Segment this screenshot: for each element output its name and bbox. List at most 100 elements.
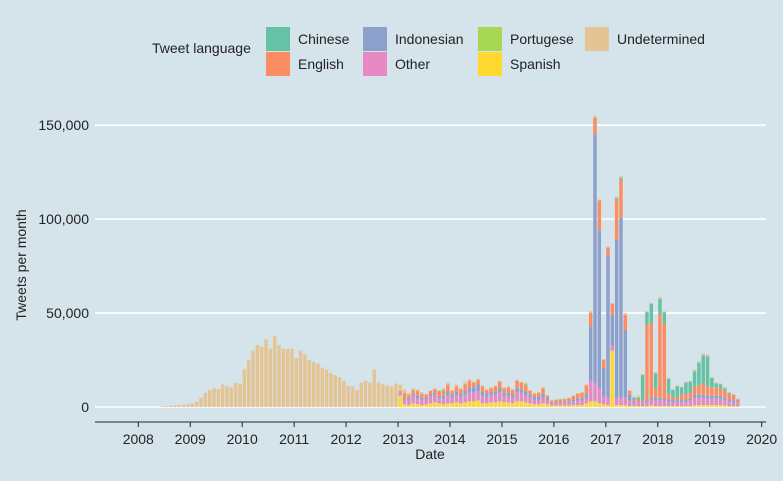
bar-segment-other (506, 395, 511, 403)
bar-segment-undetermined (467, 378, 472, 381)
bar-segment-undetermined (342, 380, 346, 407)
bar-segment-other (684, 401, 688, 407)
bar-segment-indonesian (493, 391, 498, 395)
x-tick-label: 2017 (590, 431, 621, 447)
bar-segment-undetermined (666, 377, 671, 379)
bar-segment-english (692, 386, 697, 395)
bar-segment-spanish (567, 405, 571, 407)
bar-segment-english (454, 386, 459, 392)
x-axis: 2008 2009 2010 2011 2012 2013 2014 2015 2016 2017… (95, 421, 777, 447)
bar-segment-undetermined (372, 369, 376, 407)
bar-segment-undetermined (350, 386, 355, 407)
bar-segment-undetermined (190, 403, 195, 407)
bar-segment-other (701, 397, 705, 406)
bar-segment-spanish (558, 405, 563, 407)
bar-segment-undetermined (697, 360, 701, 363)
bar-segment-undetermined (558, 398, 563, 400)
bar-segment-english (653, 388, 658, 398)
bar-segment-indonesian (688, 398, 692, 401)
bar-segment-undetermined (723, 387, 727, 389)
bar-segment-other (705, 398, 710, 406)
bar-segment-english (480, 386, 485, 392)
bar-segment-other (671, 402, 675, 407)
bar-segment-english (619, 179, 623, 218)
y-axis: 0 50,000 100,000 150,000 (38, 117, 89, 415)
bar-segment-undetermined (472, 381, 476, 383)
bar-segment-english (571, 395, 576, 400)
bar-segment-other (723, 399, 727, 406)
bar-segment-chinese (692, 371, 697, 387)
bar-segment-spanish (541, 403, 545, 407)
bar-segment-spanish (649, 405, 654, 407)
bar-segment-spanish (502, 402, 506, 407)
bar-segment-spanish (705, 405, 710, 407)
bar-segment-undetermined (333, 375, 337, 407)
bar-segment-undetermined (251, 350, 255, 407)
bar-segment-spanish (584, 403, 589, 407)
bar-segment-undetermined (294, 358, 299, 407)
bar-segment-chinese (727, 392, 731, 394)
bar-segment-chinese (658, 298, 662, 314)
bar-segment-indonesian (489, 391, 493, 395)
bar-segment-undetermined (359, 382, 363, 407)
bar-segment-undetermined (428, 390, 433, 392)
bar-segment-undetermined (441, 388, 446, 391)
bar-segment-english (575, 393, 580, 399)
bar-segment-other (441, 398, 446, 405)
bar-segment-undetermined (407, 392, 411, 395)
bar-segment-indonesian (428, 393, 433, 396)
bar-segment-chinese (688, 381, 692, 393)
bar-segment-undetermined (727, 391, 731, 393)
bar-segment-undetermined (346, 385, 350, 407)
bar-segment-undetermined (242, 369, 247, 407)
bar-segment-spanish (463, 402, 467, 407)
bar-segment-other (571, 401, 576, 406)
bar-segment-undetermined (498, 380, 502, 382)
bar-segment-other (420, 399, 424, 406)
bar-segment-other (675, 402, 679, 407)
bar-segment-english (472, 382, 476, 388)
bar-segment-indonesian (679, 400, 684, 403)
bar-segment-undetermined (675, 385, 679, 387)
bar-segment-spanish (658, 406, 662, 407)
bar-segment-chinese (718, 384, 723, 389)
bar-segment-indonesian (558, 402, 563, 404)
bar-segment-undetermined (567, 397, 571, 399)
bar-segment-undetermined (679, 386, 684, 388)
bar-segment-spanish (536, 404, 541, 407)
bar-segment-indonesian (536, 396, 541, 400)
bar-segment-other (472, 392, 476, 402)
bars (160, 115, 740, 407)
bar-segment-english (606, 247, 610, 257)
bar-segment-undetermined (268, 348, 273, 407)
bar-segment-chinese (684, 382, 688, 394)
bar-segment-spanish (528, 403, 532, 407)
bar-segment-english (528, 391, 532, 395)
bar-segment-indonesian (424, 397, 428, 400)
bar-segment-undetermined (415, 389, 420, 392)
legend-swatch-indonesian (363, 27, 387, 51)
bar-segment-chinese (697, 362, 701, 386)
bar-segment-indonesian (463, 391, 467, 395)
bar-segment-other (402, 399, 407, 405)
bar-segment-indonesian (407, 398, 411, 401)
bar-segment-other (489, 394, 493, 403)
bar-segment-other (424, 399, 428, 405)
bar-segment-other (653, 400, 658, 407)
bar-segment-spanish (519, 401, 524, 407)
bar-segment-other (727, 401, 731, 407)
bar-segment-other (606, 397, 610, 406)
bar-segment-indonesian (658, 398, 662, 401)
bar-segment-undetermined (186, 404, 190, 407)
bar-segment-indonesian (554, 402, 558, 404)
x-tick-label: 2013 (382, 431, 413, 447)
bar-segment-chinese (671, 390, 675, 398)
bar-segment-indonesian (649, 397, 654, 400)
bar-segment-indonesian (614, 239, 619, 398)
bar-segment-english (441, 391, 446, 396)
bar-segment-english (567, 398, 571, 402)
bar-segment-spanish (588, 401, 593, 407)
bar-segment-spanish (727, 406, 731, 407)
legend-label-english: English (298, 56, 344, 72)
bar-segment-chinese (705, 356, 710, 387)
